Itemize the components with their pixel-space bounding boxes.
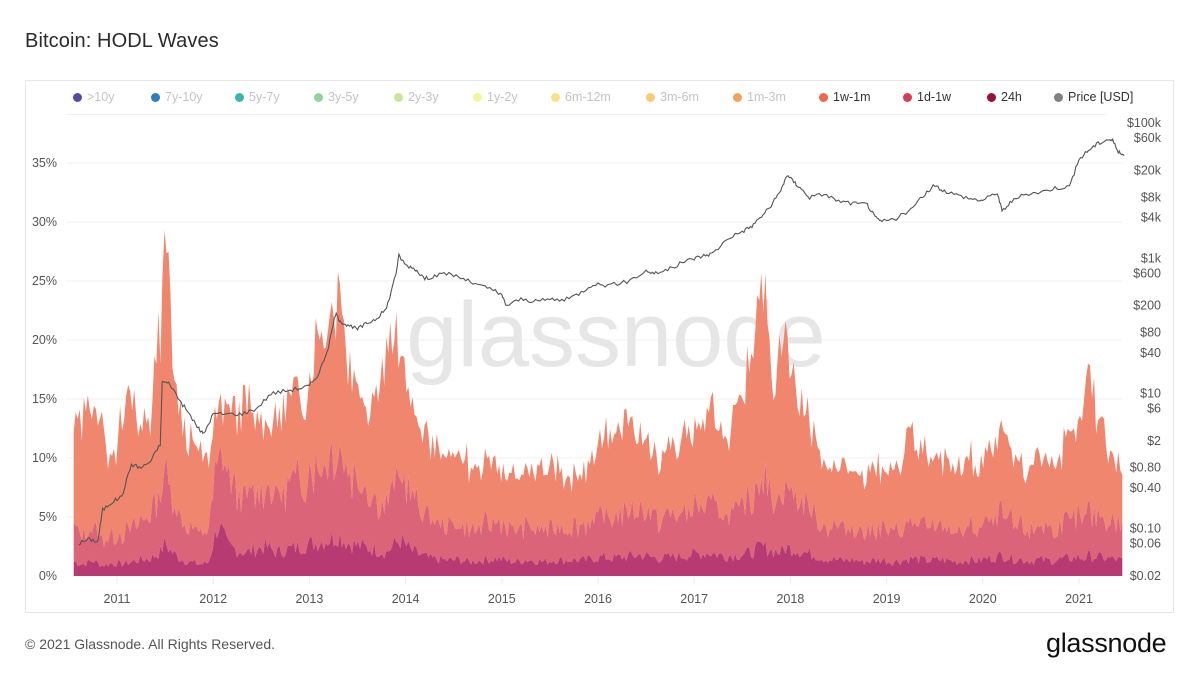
legend-label: 6m-12m [565, 90, 611, 104]
legend-item-1w-1m[interactable]: 1w-1m [819, 90, 871, 104]
legend-item-price-usd[interactable]: Price [USD] [1054, 90, 1133, 104]
legend-item-5y-7y[interactable]: 5y-7y [235, 90, 280, 104]
hodl-waves-chart[interactable]: 0%5%10%15%20%25%30%35%glassnode$100k$60k… [26, 81, 1175, 614]
legend-label: >10y [87, 90, 115, 104]
y2-tick-label: $0.10 [1130, 522, 1161, 536]
y-tick-label: 15% [32, 392, 57, 406]
chart-legend: >10y 7y-10y 5y-7y 3y-5y 2y-3y 1y-2y 6m-12m 3m-6… [26, 90, 1175, 112]
legend-item-6m-12m[interactable]: 6m-12m [551, 90, 611, 104]
legend-dot-icon [314, 92, 323, 102]
x-tick-label: 2016 [584, 592, 612, 606]
y2-tick-label: $6 [1147, 402, 1161, 416]
y-tick-label: 30% [32, 215, 57, 229]
legend-dot-icon [903, 92, 912, 102]
x-tick-label: 2020 [969, 592, 997, 606]
price-line [78, 137, 1125, 546]
legend-item-3y-5y[interactable]: 3y-5y [314, 90, 359, 104]
y-tick-label: 0% [39, 569, 57, 583]
legend-dot-icon [394, 92, 403, 102]
legend-item-7y-10y[interactable]: 7y-10y [151, 90, 203, 104]
legend-label: 7y-10y [165, 90, 203, 104]
y2-tick-label: $80 [1140, 326, 1161, 340]
x-tick-label: 2015 [488, 592, 516, 606]
x-tick-label: 2014 [392, 592, 420, 606]
legend-label: 1w-1m [833, 90, 871, 104]
legend-dot-icon [1054, 92, 1063, 102]
glassnode-logo: glassnode [1046, 628, 1167, 658]
y2-tick-label: $0.80 [1130, 461, 1161, 475]
y2-tick-label: $10 [1140, 387, 1161, 401]
y-tick-label: 35% [32, 156, 57, 170]
legend-item-1m-3m[interactable]: 1m-3m [733, 90, 786, 104]
y2-tick-label: $40 [1140, 346, 1161, 360]
y2-tick-label: $200 [1133, 299, 1161, 313]
legend-label: Price [USD] [1068, 90, 1134, 104]
legend-item-10y[interactable]: >10y [73, 90, 114, 104]
x-tick-label: 2019 [873, 592, 901, 606]
legend-dot-icon [646, 92, 655, 102]
legend-label: 5y-7y [249, 90, 280, 104]
y2-tick-label: $4k [1141, 211, 1162, 225]
page-title: Bitcoin: HODL Waves [25, 30, 219, 52]
y2-tick-label: $60k [1134, 131, 1162, 145]
legend-label: 24h [1001, 90, 1022, 104]
y2-tick-label: $1k [1141, 251, 1162, 265]
legend-dot-icon [73, 92, 82, 102]
legend-dot-icon [987, 92, 996, 102]
legend-dot-icon [151, 92, 160, 102]
legend-item-1y-2y[interactable]: 1y-2y [473, 90, 518, 104]
copyright-text: © 2021 Glassnode. All Rights Reserved. [25, 636, 276, 652]
legend-dot-icon [473, 92, 482, 102]
x-tick-label: 2018 [776, 592, 804, 606]
y2-tick-label: $0.02 [1130, 569, 1161, 583]
legend-label: 3y-5y [328, 90, 359, 104]
y2-tick-label: $600 [1133, 266, 1161, 280]
legend-label: 1y-2y [487, 90, 518, 104]
legend-item-1d-1w[interactable]: 1d-1w [903, 90, 951, 104]
legend-dot-icon [551, 92, 560, 102]
y-tick-label: 20% [32, 333, 57, 347]
area-24h [73, 522, 1123, 576]
x-tick-label: 2013 [295, 592, 323, 606]
area-1d-1w [73, 442, 1123, 568]
legend-label: 1d-1w [917, 90, 952, 104]
y2-tick-label: $20k [1134, 163, 1162, 177]
y2-tick-label: $0.40 [1130, 481, 1161, 495]
legend-label: 3m-6m [660, 90, 699, 104]
legend-label: 1m-3m [747, 90, 786, 104]
x-tick-label: 2017 [680, 592, 708, 606]
area-1w-1m [73, 230, 1123, 548]
legend-item-3m-6m[interactable]: 3m-6m [646, 90, 699, 104]
legend-dot-icon [235, 92, 244, 102]
y-tick-label: 25% [32, 274, 57, 288]
legend-item-24h[interactable]: 24h [987, 90, 1022, 104]
y2-tick-label: $2 [1147, 434, 1161, 448]
y-tick-label: 10% [32, 451, 57, 465]
x-tick-label: 2011 [104, 592, 131, 606]
legend-dot-icon [733, 92, 742, 102]
legend-item-2y-3y[interactable]: 2y-3y [394, 90, 439, 104]
y2-tick-label: $8k [1141, 190, 1162, 204]
legend-divider [66, 114, 1106, 115]
legend-dot-icon [819, 92, 828, 102]
x-tick-label: 2021 [1065, 592, 1093, 606]
chart-frame: >10y 7y-10y 5y-7y 3y-5y 2y-3y 1y-2y 6m-12m 3m-6… [25, 80, 1174, 613]
legend-label: 2y-3y [408, 90, 439, 104]
y2-tick-label: $100k [1127, 116, 1162, 130]
y-tick-label: 5% [39, 510, 57, 524]
x-tick-label: 2012 [199, 592, 227, 606]
y2-tick-label: $0.06 [1130, 537, 1161, 551]
